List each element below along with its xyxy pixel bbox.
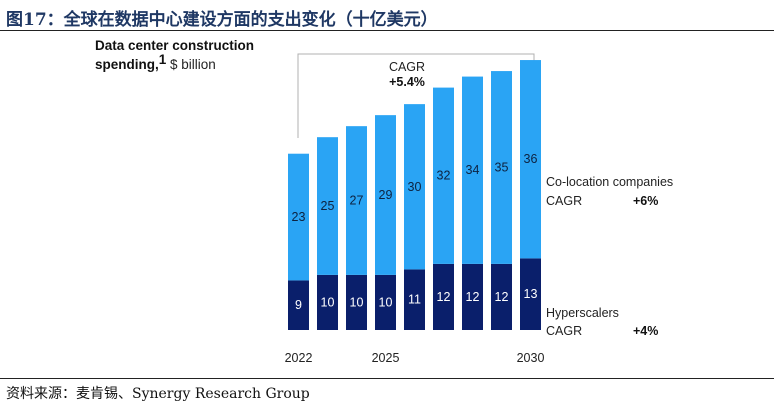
legend-colocation-name: Co-location companies — [546, 175, 673, 189]
label-colocation-2026: 30 — [408, 180, 422, 194]
label-colocation-2029: 35 — [495, 160, 509, 174]
label-hyperscalers-2025: 10 — [379, 295, 393, 309]
label-colocation-2022: 23 — [292, 210, 306, 224]
x-tick-2030: 2030 — [517, 351, 545, 365]
label-hyperscalers-2030: 13 — [524, 287, 538, 301]
bar-hyperscalers-2024 — [346, 274, 367, 330]
x-axis-ticks: 2022 2025 2030 — [285, 351, 545, 365]
legend-hyperscalers-cagr-value: +4% — [633, 324, 658, 338]
stacked-bar-chart: Data center construction spending,1 $ bi… — [95, 38, 673, 365]
bar-colocation-2028 — [462, 76, 483, 264]
bar-hyperscalers-2022 — [288, 280, 309, 330]
bottom-rule — [0, 378, 774, 379]
bar-hyperscalers-2026 — [404, 269, 425, 330]
label-hyperscalers-2027: 12 — [437, 290, 451, 304]
legend-hyperscalers-cagr-label: CAGR — [546, 324, 582, 338]
bar-colocation-2026 — [404, 104, 425, 270]
bar-colocation-2025 — [375, 115, 396, 275]
label-colocation-2023: 25 — [321, 199, 335, 213]
label-colocation-2024: 27 — [350, 194, 364, 208]
bars-group: 9 23 10 25 10 27 10 29 11 30 12 32 12 34 12 35 13 36 — [288, 60, 541, 330]
source-note: 资料来源：麦肯锡、Synergy Research Group — [6, 386, 310, 402]
bar-colocation-2023 — [317, 137, 338, 275]
chart-title-sup: 1 — [159, 52, 167, 67]
legend-hyperscalers-name: Hyperscalers — [546, 306, 619, 320]
bar-colocation-2024 — [346, 126, 367, 275]
total-cagr-label: CAGR — [389, 60, 425, 74]
bar-hyperscalers-2030 — [520, 258, 541, 330]
top-rule — [0, 30, 774, 31]
label-colocation-2028: 34 — [466, 163, 480, 177]
chart-title-line2: spending,1 $ billion — [95, 52, 216, 72]
label-hyperscalers-2024: 10 — [350, 295, 364, 309]
label-colocation-2030: 36 — [524, 152, 538, 166]
x-tick-2025: 2025 — [372, 351, 400, 365]
bar-colocation-2022 — [288, 153, 309, 281]
figure-title: 图17：全球在数据中心建设方面的支出变化（十亿美元） — [6, 10, 438, 30]
bar-colocation-2030 — [520, 60, 541, 259]
total-cagr-value: +5.4% — [389, 75, 425, 89]
chart-title-rest: $ billion — [166, 57, 216, 72]
x-tick-2022: 2022 — [285, 351, 313, 365]
bar-hyperscalers-2025 — [375, 274, 396, 330]
legend-colocation-cagr-label: CAGR — [546, 194, 582, 208]
bar-hyperscalers-2029 — [491, 263, 512, 330]
label-hyperscalers-2023: 10 — [321, 295, 335, 309]
label-hyperscalers-2029: 12 — [495, 290, 509, 304]
bar-colocation-2027 — [433, 87, 454, 264]
legend-colocation-cagr-value: +6% — [633, 194, 658, 208]
bar-hyperscalers-2023 — [317, 274, 338, 330]
label-hyperscalers-2026: 11 — [408, 293, 421, 307]
chart-title-bold: spending, — [95, 57, 159, 72]
bar-colocation-2029 — [491, 71, 512, 264]
bar-hyperscalers-2028 — [462, 263, 483, 330]
bar-hyperscalers-2027 — [433, 263, 454, 330]
label-hyperscalers-2022: 9 — [295, 298, 302, 312]
label-hyperscalers-2028: 12 — [466, 290, 480, 304]
chart-title-line1: Data center construction — [95, 38, 254, 53]
label-colocation-2025: 29 — [379, 188, 393, 202]
label-colocation-2027: 32 — [437, 169, 451, 183]
